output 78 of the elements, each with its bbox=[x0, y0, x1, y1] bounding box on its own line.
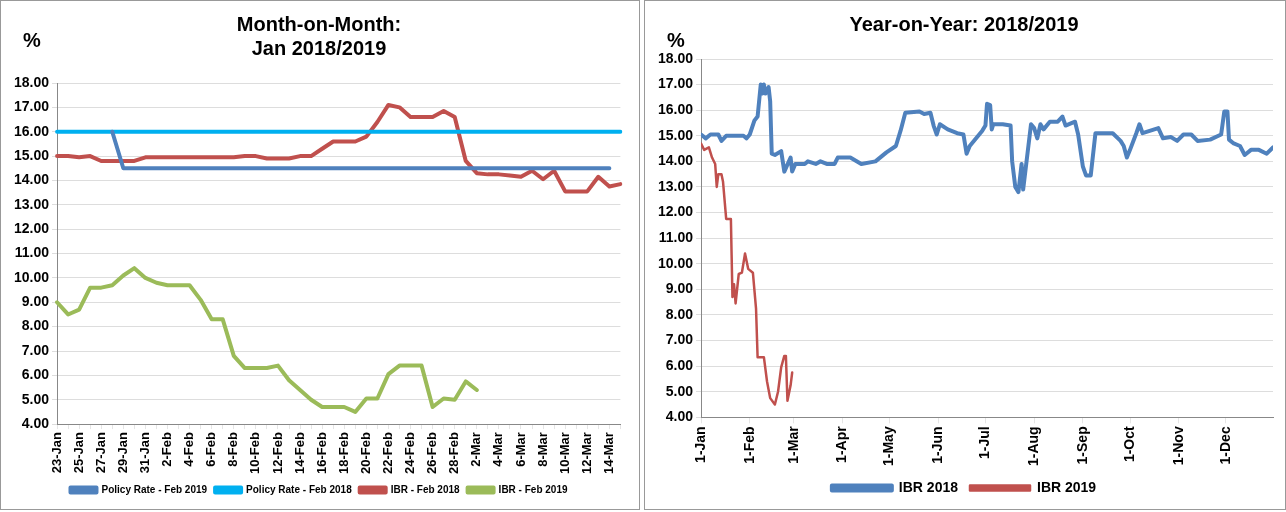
x-tick-label: 26-Feb bbox=[424, 432, 440, 474]
x-tick-label: 20-Feb bbox=[357, 432, 373, 474]
x-tick-label: 23-Jan bbox=[48, 432, 64, 474]
y-axis-title: % bbox=[667, 28, 685, 51]
x-tick-label: 18-Feb bbox=[335, 432, 351, 474]
x-tick-label: 25-Jan bbox=[70, 432, 86, 474]
x-tick-label: 1-Jan bbox=[691, 426, 708, 463]
x-tick-label: 31-Jan bbox=[136, 432, 152, 474]
x-tick-label: 28-Feb bbox=[446, 432, 462, 474]
y-tick-label: 16.00 bbox=[13, 122, 50, 139]
y-tick-label: 4.00 bbox=[21, 414, 50, 431]
y-tick-label: 7.00 bbox=[21, 341, 50, 358]
y-tick-label: 13.00 bbox=[657, 177, 694, 194]
x-tick-label: 1-Mar bbox=[784, 425, 801, 464]
y-tick-label: 10.00 bbox=[13, 268, 50, 285]
x-tick-label: 6-Mar bbox=[512, 432, 528, 467]
x-tick-label: 1-Jul bbox=[976, 426, 993, 459]
y-tick-label: 8.00 bbox=[21, 317, 50, 334]
x-tick-label: 1-Sep bbox=[1073, 426, 1090, 465]
y-tick-label: 17.00 bbox=[13, 98, 50, 115]
legend-label: IBR - Feb 2018 bbox=[390, 483, 461, 495]
x-tick-label: 10-Feb bbox=[247, 432, 263, 474]
legend-label: Policy Rate - Feb 2018 bbox=[246, 483, 353, 495]
x-tick-label: 16-Feb bbox=[313, 432, 329, 474]
x-tick-label: 4-Feb bbox=[181, 432, 197, 467]
y-tick-label: 5.00 bbox=[21, 390, 50, 407]
x-tick-label: 1-Jun bbox=[929, 426, 946, 464]
x-tick-label: 8-Feb bbox=[225, 432, 241, 467]
x-tick-label: 10-Mar bbox=[556, 432, 572, 475]
y-tick-label: 15.00 bbox=[657, 126, 694, 143]
x-tick-label: 1-Nov bbox=[1169, 426, 1186, 466]
y-tick-label: 9.00 bbox=[665, 280, 694, 297]
y-tick-label: 11.00 bbox=[14, 244, 50, 261]
x-tick-label: 14-Feb bbox=[291, 432, 307, 474]
y-tick-label: 13.00 bbox=[13, 195, 50, 212]
x-tick-label: 27-Jan bbox=[92, 432, 108, 474]
y-tick-label: 15.00 bbox=[13, 146, 50, 163]
x-tick-label: 1-May bbox=[880, 426, 897, 466]
x-tick-label: 8-Mar bbox=[534, 432, 550, 467]
legend-label: Policy Rate - Feb 2019 bbox=[101, 483, 208, 495]
y-tick-label: 14.00 bbox=[13, 171, 50, 188]
y-tick-label: 12.00 bbox=[13, 220, 50, 237]
x-tick-label: 4-Mar bbox=[490, 432, 506, 467]
y-tick-label: 6.00 bbox=[665, 356, 694, 373]
x-tick-label: 1-Feb bbox=[740, 426, 757, 464]
x-tick-label: 1-Apr bbox=[833, 425, 850, 463]
y-tick-label: 6.00 bbox=[21, 366, 50, 383]
x-tick-label: 1-Oct bbox=[1120, 425, 1137, 463]
x-tick-label: 24-Feb bbox=[402, 432, 418, 474]
y-axis-title: % bbox=[23, 28, 41, 51]
x-tick-label: 29-Jan bbox=[114, 432, 130, 474]
x-tick-label: 2-Feb bbox=[159, 432, 175, 467]
y-tick-label: 16.00 bbox=[657, 101, 694, 118]
y-tick-label: 7.00 bbox=[665, 331, 694, 348]
y-tick-label: 9.00 bbox=[21, 293, 50, 310]
legend-label: IBR - Feb 2019 bbox=[498, 483, 568, 495]
y-tick-label: 18.00 bbox=[13, 73, 50, 90]
y-tick-label: 8.00 bbox=[665, 305, 694, 322]
y-tick-label: 14.00 bbox=[657, 152, 694, 169]
x-tick-label: 1-Dec bbox=[1216, 426, 1233, 465]
x-tick-label: 12-Feb bbox=[269, 432, 285, 474]
chart-title: Month-on-Month: Jan 2018/2019 bbox=[236, 12, 402, 59]
y-tick-label: 11.00 bbox=[658, 229, 694, 246]
x-tick-label: 1-Aug bbox=[1025, 426, 1042, 466]
y-tick-label: 4.00 bbox=[665, 408, 694, 425]
legend-label: IBR 2018 bbox=[898, 478, 959, 495]
x-tick-label: 12-Mar bbox=[578, 432, 594, 475]
y-tick-label: 5.00 bbox=[665, 382, 694, 399]
y-tick-label: 18.00 bbox=[657, 49, 694, 66]
legend-label: IBR 2019 bbox=[1037, 478, 1097, 495]
x-tick-label: 22-Feb bbox=[380, 432, 395, 474]
y-tick-label: 10.00 bbox=[657, 254, 694, 271]
chart-title: Year-on-Year: 2018/2019 bbox=[849, 12, 1079, 35]
y-tick-label: 17.00 bbox=[657, 75, 694, 92]
x-tick-label: 14-Mar bbox=[600, 432, 616, 475]
x-tick-label: 2-Mar bbox=[468, 432, 484, 467]
x-tick-label: 6-Feb bbox=[203, 432, 219, 467]
y-tick-label: 12.00 bbox=[657, 203, 694, 220]
